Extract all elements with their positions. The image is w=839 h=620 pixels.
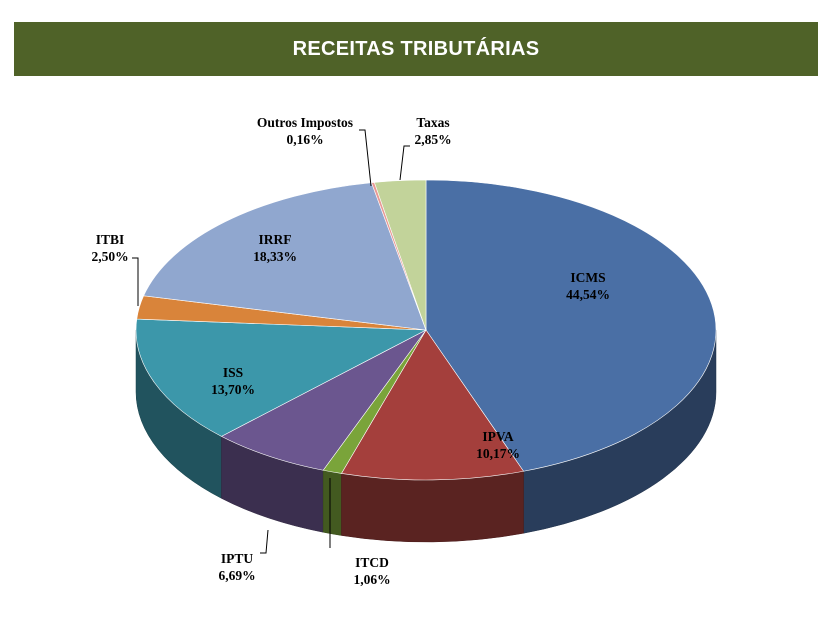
slice-value-iss: 13,70% (211, 382, 255, 397)
pie-slice-iss (135, 318, 428, 437)
pie-slice-taxas (373, 179, 427, 331)
chart-title: RECEITAS TRIBUTÁRIAS (292, 37, 540, 60)
pie-slice-irrf (143, 182, 427, 331)
leader-line-iptu (260, 529, 269, 554)
pie-side-walls (135, 329, 717, 543)
pie-slice-iptu (220, 329, 427, 471)
pie-side-itcd (322, 469, 342, 536)
pie-labels: ICMS 44,54% IPVA 10,17% ITCD 1,06% IPTU 6,69% IS… (91, 115, 610, 587)
pie-side-ipva (341, 470, 524, 543)
slice-value-irrf: 18,33% (253, 249, 297, 264)
slice-value-outros-impostos: 0,16% (286, 132, 323, 147)
slice-label-taxas: Taxas (416, 115, 449, 130)
slice-label-irrf: IRRF (259, 232, 292, 247)
leader-line-outros-impostos (359, 129, 372, 187)
slice-value-icms: 44,54% (566, 287, 610, 302)
slice-label-outros-impostos: Outros Impostos (257, 115, 353, 130)
slice-label-itcd: ITCD (355, 555, 389, 570)
slice-value-iptu: 6,69% (218, 568, 255, 583)
pie-slice-ipva (340, 329, 525, 481)
slice-value-itcd: 1,06% (353, 572, 390, 587)
slice-label-itbi: ITBI (96, 232, 125, 247)
slice-label-iss: ISS (223, 365, 243, 380)
slice-label-ipva: IPVA (482, 429, 514, 444)
slice-label-iptu: IPTU (221, 551, 254, 566)
pie-slices (135, 179, 717, 481)
slice-value-taxas: 2,85% (414, 132, 451, 147)
pie-slice-icms (425, 179, 717, 472)
leader-line-taxas (399, 145, 410, 181)
slice-label-icms: ICMS (570, 270, 605, 285)
slice-value-itbi: 2,50% (91, 249, 128, 264)
slice-value-ipva: 10,17% (476, 446, 520, 461)
title-banner: RECEITAS TRIBUTÁRIAS (14, 22, 818, 76)
leader-line-itbi (132, 257, 139, 306)
